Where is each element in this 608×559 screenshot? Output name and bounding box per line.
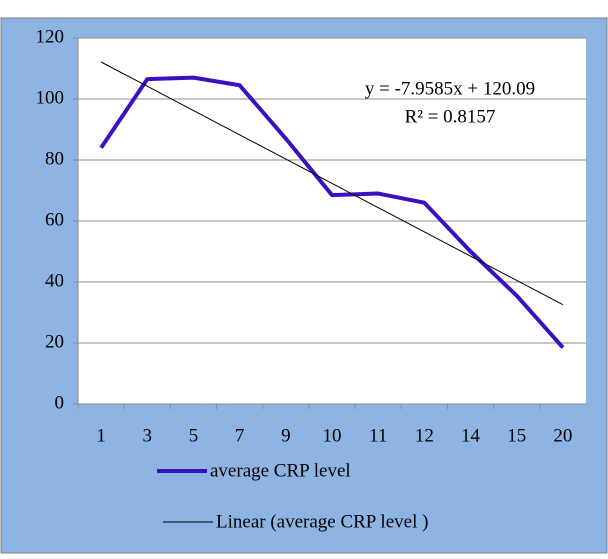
y-tick-label: 60 (45, 209, 64, 230)
x-tick-label: 15 (507, 425, 526, 446)
x-tick-label: 14 (461, 425, 481, 446)
y-tick-label: 120 (36, 26, 65, 47)
x-tick-label: 10 (323, 425, 342, 446)
y-tick-label: 100 (36, 87, 65, 108)
legend-label: average CRP level (210, 460, 351, 481)
x-tick-label: 3 (143, 425, 153, 446)
y-tick-label: 40 (45, 270, 64, 291)
y-tick-label: 80 (45, 148, 64, 169)
x-tick-label: 12 (415, 425, 434, 446)
x-tick-label: 9 (281, 425, 291, 446)
x-tick-label: 11 (369, 425, 387, 446)
y-tick-label: 20 (45, 331, 64, 352)
trend-r-squared: R² = 0.8157 (405, 106, 496, 127)
x-tick-label: 5 (189, 425, 199, 446)
x-tick-label: 7 (235, 425, 245, 446)
x-tick-label: 20 (553, 425, 572, 446)
x-tick-label: 1 (96, 425, 106, 446)
legend-label: Linear (average CRP level ) (216, 511, 428, 532)
trend-equation: y = -7.9585x + 120.09 (365, 78, 535, 99)
y-tick-label: 0 (55, 392, 65, 413)
data-line (99, 75, 565, 349)
trend-line (100, 61, 564, 306)
